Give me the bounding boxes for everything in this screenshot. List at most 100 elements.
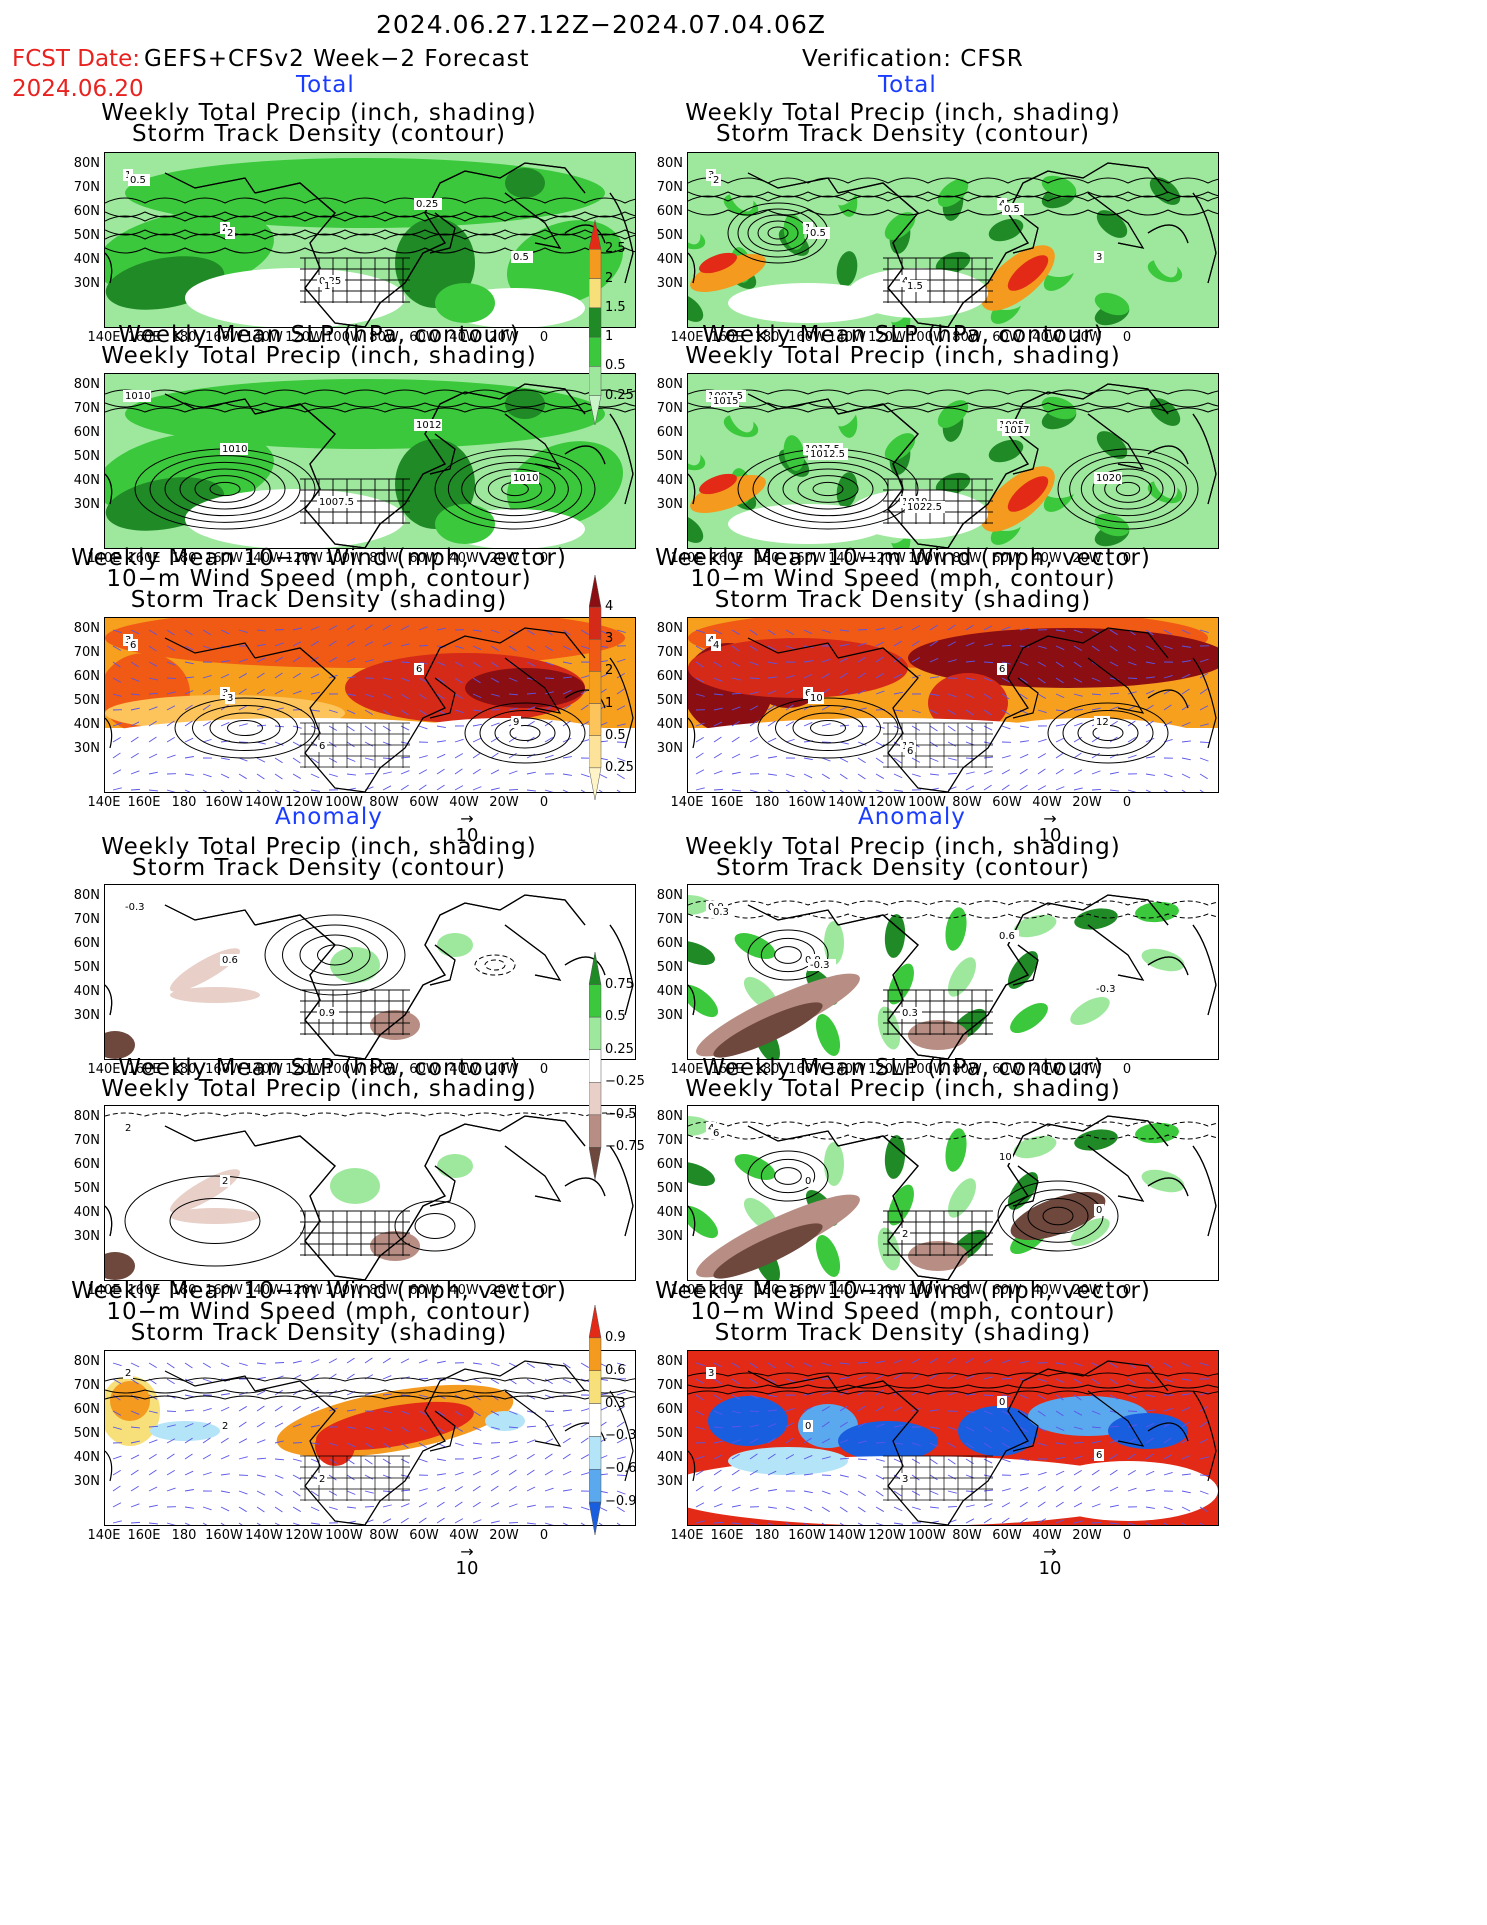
lon-label: 120W: [285, 330, 323, 345]
lon-label: 160W: [788, 551, 826, 566]
p5-title-line-1: Weekly Mean SLP (hPa, contour): [702, 322, 1104, 348]
section-anomaly-right: Anomaly: [858, 804, 966, 830]
vector-reference: → 10: [442, 811, 492, 847]
lat-label: 40N: [73, 984, 100, 999]
p3-map-graphic: 3366963: [105, 618, 635, 792]
total_storm-colorbar: [589, 575, 602, 801]
lon-label: 40W: [1032, 1062, 1062, 1077]
lat-label: 80N: [656, 377, 683, 392]
lat-label: 30N: [656, 276, 683, 291]
anom_precip-colorbar-label: 0.75: [605, 976, 634, 992]
lat-label: 80N: [73, 377, 100, 392]
lat-label: 60N: [656, 669, 683, 684]
p12-map-graphic: 3 0 3 0 6: [688, 1351, 1218, 1525]
p8-title-line-1: Weekly Total Precip (inch, shading): [685, 834, 1121, 860]
p7-map: -0.3 0.6 0.9: [104, 884, 636, 1060]
p6-map-graphic: 46126124106: [688, 618, 1218, 792]
lat-label: 70N: [73, 401, 100, 416]
p3-contour-label: 6: [130, 640, 136, 651]
lat-label: 50N: [73, 449, 100, 464]
lon-label: 40W: [1032, 551, 1062, 566]
lon-label: 40W: [449, 795, 479, 810]
lon-label: 40W: [1032, 330, 1062, 345]
lon-label: 100W: [325, 551, 363, 566]
lon-label: 120W: [285, 795, 323, 810]
p12-contour-label: 6: [1096, 1450, 1102, 1461]
p1-contour-label: 0.5: [513, 252, 529, 263]
lon-label: 140W: [245, 330, 283, 345]
p6-title-line-2: 10−m Wind Speed (mph, contour): [690, 566, 1116, 592]
lon-label: 160E: [127, 330, 161, 345]
lat-label: 60N: [73, 204, 100, 219]
lat-label: 60N: [656, 936, 683, 951]
lon-label: 100W: [908, 795, 946, 810]
p9-map-graphic: 22: [105, 1106, 635, 1280]
p2-contour-label: 1010: [222, 444, 247, 455]
p7-contour-label: 0.9: [319, 1008, 335, 1019]
anom_precip-colorbar-label: −0.75: [605, 1139, 645, 1155]
lat-label: 80N: [656, 156, 683, 171]
lat-label: 40N: [73, 473, 100, 488]
lon-label: 160W: [205, 330, 243, 345]
p8-map: 0.90.90.30.6-0.30.3-0.3: [687, 884, 1219, 1060]
anom_precip-colorbar: [589, 952, 602, 1181]
p9-title-line-1: Weekly Mean SLP (hPa, contour): [118, 1055, 520, 1081]
total_storm-colorbar-label: 4: [605, 599, 614, 615]
lon-label: 160E: [127, 795, 161, 810]
lon-label: 160E: [710, 1062, 744, 1077]
p8-title-line-2: Storm Track Density (contour): [715, 855, 1091, 881]
lon-label: 100W: [908, 551, 946, 566]
lat-label: 40N: [656, 1450, 683, 1465]
lon-label: 0: [539, 1062, 549, 1077]
p8-contour-label: 0.3: [713, 907, 729, 918]
vector-reference-label: 10: [1038, 825, 1062, 846]
lat-label: 40N: [656, 252, 683, 267]
p12-contour-label: 3: [902, 1474, 908, 1485]
p5-title-line-2: Weekly Total Precip (inch, shading): [685, 343, 1121, 369]
lon-label: 100W: [325, 795, 363, 810]
lon-label: 160E: [127, 1062, 161, 1077]
p1-contour-label: 2: [227, 228, 233, 239]
p5-contour-label: 1022.5: [907, 502, 942, 513]
lat-label: 30N: [656, 1229, 683, 1244]
vector-reference-label: 10: [1038, 1558, 1062, 1579]
lon-label: 160E: [710, 795, 744, 810]
lat-label: 30N: [656, 497, 683, 512]
p11-map-graphic: 2 2 2: [105, 1351, 635, 1525]
p10-contour-label: 10: [999, 1152, 1012, 1163]
p12-contour-label: 0: [999, 1397, 1005, 1408]
lon-label: 100W: [325, 1528, 363, 1543]
p10-map-graphic: 4021006: [688, 1106, 1218, 1280]
lon-label: 140E: [670, 1283, 704, 1298]
lon-label: 0: [539, 551, 549, 566]
p2-contour-label: 1012: [416, 420, 441, 431]
lon-label: 60W: [992, 1528, 1022, 1543]
lon-label: 120W: [868, 795, 906, 810]
fcst-date-label: FCST Date:: [12, 46, 140, 72]
lon-label: 100W: [908, 1062, 946, 1077]
lon-label: 40W: [1032, 1528, 1062, 1543]
p11-title-line-3: Storm Track Density (shading): [130, 1320, 508, 1346]
lat-label: 70N: [656, 645, 683, 660]
lat-label: 60N: [73, 425, 100, 440]
p2-title-line-1: Weekly Mean SLP (hPa, contour): [118, 322, 520, 348]
p10-contour-label: 0: [805, 1176, 811, 1187]
lon-label: 60W: [409, 330, 439, 345]
lon-label: 120W: [868, 1528, 906, 1543]
lat-label: 70N: [656, 401, 683, 416]
p6-contour-label: 12: [1096, 717, 1109, 728]
lon-label: 140W: [245, 1062, 283, 1077]
lon-label: 20W: [1072, 1528, 1102, 1543]
vector-reference-label: 10: [455, 1558, 479, 1579]
date-range-title: 2024.06.27.12Z−2024.07.04.06Z: [376, 10, 826, 39]
lon-label: 40W: [1032, 795, 1062, 810]
lon-label: 100W: [908, 330, 946, 345]
p2-contour-label: 1010: [513, 473, 538, 484]
p9-contour-label: 2: [222, 1176, 228, 1187]
lon-label: 20W: [489, 1062, 519, 1077]
lon-label: 0: [539, 330, 549, 345]
p9-contour-label: 2: [125, 1123, 131, 1134]
fcst-date-value: 2024.06.20: [12, 76, 144, 102]
anom_storm-colorbar-label: −0.9: [605, 1494, 637, 1510]
